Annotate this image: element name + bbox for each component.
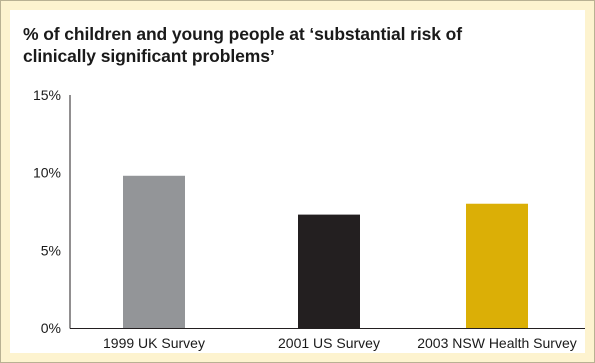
bars [123, 175, 528, 328]
bar-3 [466, 203, 528, 328]
chart-title: % of children and young people at ‘subst… [23, 23, 543, 67]
y-tick-label: 5% [41, 242, 61, 258]
y-tick-label: 0% [41, 320, 61, 336]
y-tick-label: 15% [33, 87, 61, 103]
axes [69, 95, 585, 329]
bar-1 [123, 175, 185, 328]
x-axis-labels: 1999 UK Survey 2001 US Survey 2003 NSW Hea… [103, 335, 577, 351]
x-category-label: 2001 US Survey [278, 335, 380, 351]
chart-title-line-2: clinically significant problems’ [23, 46, 275, 66]
x-category-label: 1999 UK Survey [103, 335, 205, 351]
chart-title-line-1: % of children and young people at ‘subst… [23, 24, 462, 44]
x-category-label: 2003 NSW Health Survey [417, 335, 577, 351]
bar-2 [298, 214, 360, 328]
y-axis-ticks: 0% 5% 10% 15% [33, 87, 61, 336]
y-tick-label: 10% [33, 165, 61, 181]
